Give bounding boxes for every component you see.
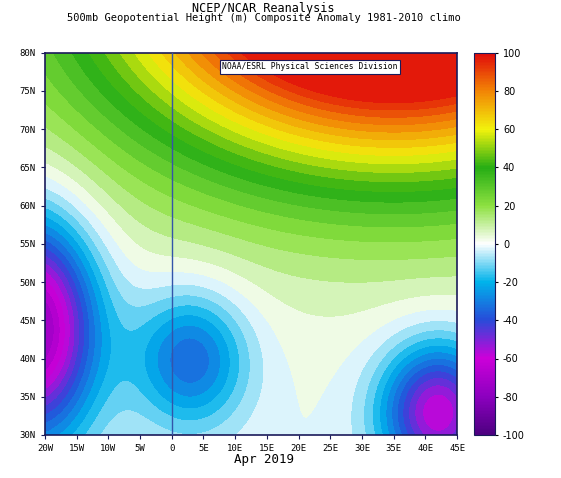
- Text: 500mb Geopotential Height (m) Composite Anomaly 1981-2010 climo: 500mb Geopotential Height (m) Composite …: [67, 13, 461, 23]
- Text: NOAA/ESRL Physical Sciences Division: NOAA/ESRL Physical Sciences Division: [222, 62, 398, 71]
- Text: NCEP/NCAR Reanalysis: NCEP/NCAR Reanalysis: [192, 2, 335, 15]
- Text: Apr 2019: Apr 2019: [234, 453, 293, 466]
